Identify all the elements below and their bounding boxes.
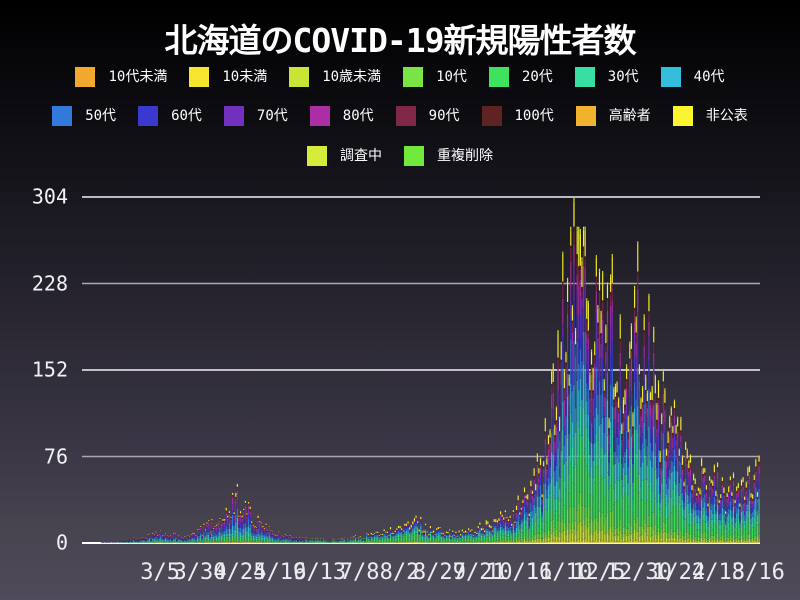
- legend-label: 40代: [693, 69, 725, 85]
- legend-row-3: 調査中 重複削除: [0, 146, 800, 166]
- legend-swatch: [52, 106, 73, 126]
- x-tick-label: 3/16: [731, 560, 785, 585]
- y-tick-label: 0: [55, 530, 68, 555]
- x-tick-label: 8/2: [379, 560, 420, 585]
- legend-label: 70代: [256, 108, 288, 124]
- legend-item: 非公表: [672, 106, 748, 126]
- legend-item: 100代: [481, 106, 554, 126]
- y-tick-label: 228: [31, 270, 68, 295]
- x-tick-label: 1/24: [652, 560, 706, 585]
- legend-item: 90代: [395, 106, 460, 126]
- legend-row-2: 50代 60代 70代 80代 90代 100代 高齢者 非公表: [0, 106, 800, 126]
- legend-label: 10未満: [222, 69, 268, 85]
- legend-item: 重複削除: [404, 146, 493, 166]
- x-tick-label: 3/30: [173, 560, 227, 585]
- legend-item: 70代: [223, 106, 288, 126]
- bars-group: [101, 196, 760, 544]
- legend-label: 90代: [428, 108, 460, 124]
- legend-label: 30代: [607, 69, 639, 85]
- x-tick-label: 3/5: [140, 560, 181, 585]
- legend-item: 調査中: [307, 146, 382, 166]
- legend-label: 80代: [342, 108, 374, 124]
- legend-label: 調査中: [340, 148, 382, 164]
- legend-row-1: 10代未満 10未満 10歳未満 10代 20代 30代 40代: [0, 67, 800, 87]
- x-tick-label: 2/18: [692, 560, 746, 585]
- x-tick-label: 4/24: [213, 560, 267, 585]
- legend-label: 20代: [521, 69, 553, 85]
- legend-label: 100代: [514, 108, 554, 124]
- legend-item: 30代: [574, 67, 639, 87]
- x-tick-label: 11/10: [525, 560, 593, 585]
- legend-swatch: [660, 67, 681, 87]
- legend-swatch: [672, 106, 693, 126]
- legend-item: 10代: [403, 67, 467, 87]
- legend-swatch: [395, 106, 416, 126]
- legend-item: 10未満: [189, 67, 267, 87]
- legend-swatch: [403, 67, 424, 87]
- x-tick-label: 6/13: [293, 560, 347, 585]
- legend-swatch: [75, 67, 96, 87]
- legend-item: 40代: [660, 67, 725, 87]
- x-tick-label: 12/5: [572, 560, 626, 585]
- x-tick-label: 9/21: [452, 560, 506, 585]
- legend-item: 20代: [488, 67, 553, 87]
- legend-label: 重複削除: [437, 148, 493, 164]
- x-tick-label: 7/8: [339, 560, 380, 585]
- legend-label: 10歳未満: [322, 69, 382, 85]
- legend-swatch: [309, 106, 330, 126]
- legend-swatch: [481, 106, 502, 126]
- legend-label: 60代: [171, 108, 202, 124]
- legend-label: 10代未満: [108, 69, 168, 85]
- y-tick-label: 304: [31, 184, 68, 209]
- legend-item: 80代: [309, 106, 374, 126]
- legend-label: 高齢者: [608, 108, 651, 124]
- legend-item: 10歳未満: [289, 67, 381, 87]
- legend-label: 50代: [85, 108, 117, 124]
- y-tick-label: 152: [31, 357, 68, 382]
- legend-swatch: [575, 106, 596, 126]
- y-tick-label: 76: [43, 443, 68, 468]
- x-tick-label: 8/27: [412, 560, 466, 585]
- legend-item: 10代未満: [75, 67, 167, 87]
- legend-swatch: [289, 67, 310, 87]
- x-tick-label: 10/16: [485, 560, 553, 585]
- legend-item: 60代: [138, 106, 202, 126]
- legend-item: 50代: [52, 106, 116, 126]
- legend-label: 10代: [436, 69, 467, 85]
- x-tick-label: 5/19: [253, 560, 307, 585]
- legend-swatch: [189, 67, 210, 87]
- legend-swatch: [138, 106, 159, 126]
- legend-swatch: [223, 106, 244, 126]
- legend-swatch: [307, 146, 327, 166]
- legend-swatch: [404, 146, 424, 166]
- chart-title: 北海道のCOVID-19新規陽性者数: [164, 21, 637, 60]
- legend-label: 非公表: [705, 108, 748, 124]
- legend-item: 高齢者: [575, 106, 651, 126]
- legend-swatch: [488, 67, 509, 87]
- x-tick-label: 12/30: [605, 560, 672, 585]
- legend-swatch: [574, 67, 595, 87]
